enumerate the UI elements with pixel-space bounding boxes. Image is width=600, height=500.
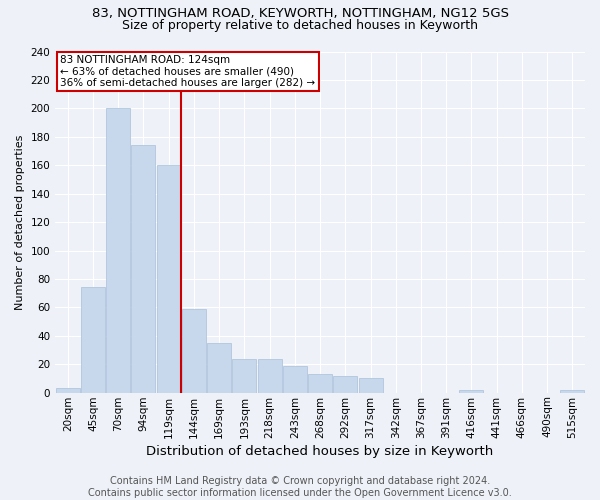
X-axis label: Distribution of detached houses by size in Keyworth: Distribution of detached houses by size …: [146, 444, 494, 458]
Bar: [283, 366, 307, 392]
Bar: [81, 288, 105, 393]
Text: 83 NOTTINGHAM ROAD: 124sqm
← 63% of detached houses are smaller (490)
36% of sem: 83 NOTTINGHAM ROAD: 124sqm ← 63% of deta…: [61, 55, 316, 88]
Bar: [460, 390, 484, 392]
Bar: [131, 146, 155, 392]
Bar: [334, 376, 357, 392]
Bar: [157, 165, 181, 392]
Bar: [308, 374, 332, 392]
Bar: [257, 358, 281, 392]
Bar: [182, 309, 206, 392]
Text: Size of property relative to detached houses in Keyworth: Size of property relative to detached ho…: [122, 18, 478, 32]
Text: Contains HM Land Registry data © Crown copyright and database right 2024.
Contai: Contains HM Land Registry data © Crown c…: [88, 476, 512, 498]
Text: 83, NOTTINGHAM ROAD, KEYWORTH, NOTTINGHAM, NG12 5GS: 83, NOTTINGHAM ROAD, KEYWORTH, NOTTINGHA…: [91, 8, 509, 20]
Bar: [232, 358, 256, 392]
Bar: [56, 388, 80, 392]
Bar: [560, 390, 584, 392]
Y-axis label: Number of detached properties: Number of detached properties: [15, 134, 25, 310]
Bar: [106, 108, 130, 393]
Bar: [359, 378, 383, 392]
Bar: [207, 343, 231, 392]
